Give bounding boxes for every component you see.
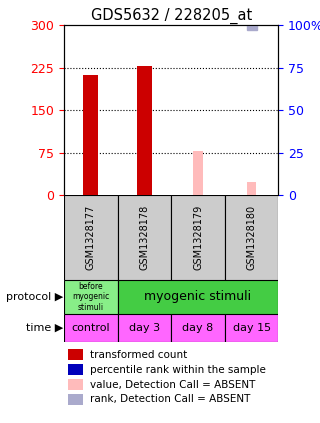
Text: GSM1328179: GSM1328179 [193,205,203,270]
Text: day 3: day 3 [129,323,160,333]
Text: time ▶: time ▶ [26,323,63,333]
Bar [225,313,278,343]
Bar [68,349,83,360]
Bar [171,195,225,280]
Text: day 8: day 8 [182,323,214,333]
Text: value, Detection Call = ABSENT: value, Detection Call = ABSENT [90,379,255,390]
Bar [193,151,203,195]
Title: GDS5632 / 228205_at: GDS5632 / 228205_at [91,8,252,24]
Bar [247,182,256,195]
Bar [64,280,118,313]
Text: GSM1328177: GSM1328177 [86,205,96,270]
Text: rank, Detection Call = ABSENT: rank, Detection Call = ABSENT [90,395,250,404]
Bar [83,74,98,195]
Bar [64,313,118,343]
Text: GSM1328180: GSM1328180 [247,205,257,270]
Text: myogenic stimuli: myogenic stimuli [144,290,252,303]
Bar [118,313,171,343]
Bar [225,195,278,280]
Text: transformed count: transformed count [90,350,187,360]
Text: day 15: day 15 [233,323,271,333]
Bar [137,66,152,195]
Text: before
myogenic
stimuli: before myogenic stimuli [72,282,109,312]
Bar [68,394,83,405]
Bar [118,195,171,280]
Text: percentile rank within the sample: percentile rank within the sample [90,365,266,375]
Text: protocol ▶: protocol ▶ [6,292,63,302]
Bar [118,280,278,313]
Bar [171,313,225,343]
Bar [64,195,118,280]
Text: GSM1328178: GSM1328178 [140,205,149,270]
Bar [68,364,83,375]
Bar [68,379,83,390]
Text: control: control [71,323,110,333]
